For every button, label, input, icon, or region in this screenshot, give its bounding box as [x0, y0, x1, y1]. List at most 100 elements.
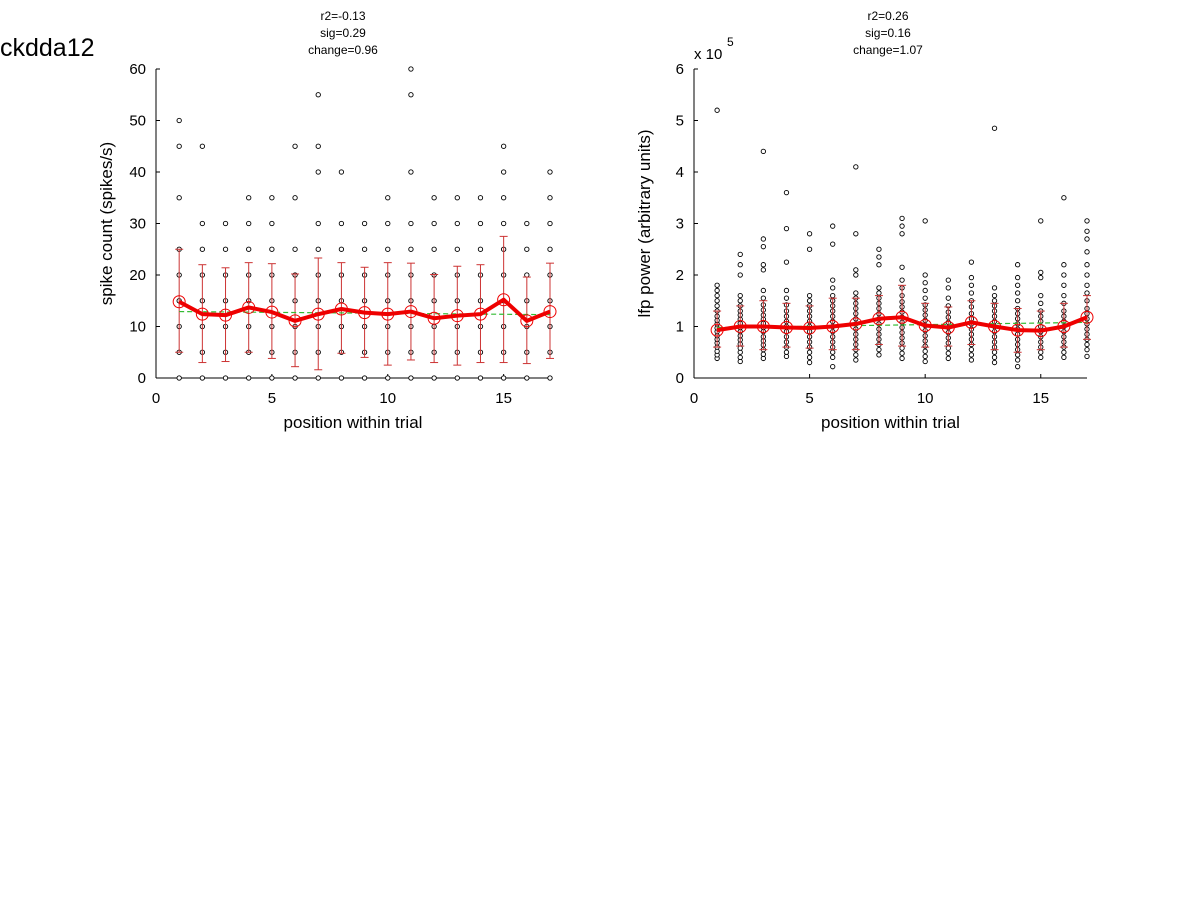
data-point — [431, 220, 437, 227]
data-point — [760, 148, 767, 155]
data-point — [830, 241, 836, 247]
mean-marker — [710, 323, 724, 337]
data-point — [922, 272, 928, 278]
mean-marker — [1011, 323, 1025, 337]
data-point — [760, 262, 767, 268]
data-point — [737, 272, 743, 278]
data-point — [222, 375, 229, 381]
data-point — [760, 244, 767, 250]
data-point — [315, 246, 321, 252]
mean-marker — [756, 320, 770, 333]
mean-marker — [404, 305, 418, 319]
data-point — [1084, 272, 1090, 278]
figure-title: ckdda12 — [0, 34, 95, 62]
data-point — [524, 246, 530, 252]
data-point — [899, 223, 905, 229]
data-point — [315, 143, 321, 149]
y-tick-label: 5 — [676, 113, 684, 130]
data-point — [246, 375, 252, 381]
data-point — [1084, 290, 1090, 296]
data-point — [477, 220, 484, 227]
data-point — [922, 295, 928, 301]
data-point — [1038, 269, 1044, 276]
mean-marker — [219, 308, 233, 322]
data-point — [714, 287, 720, 294]
data-point — [783, 225, 790, 232]
data-point — [524, 272, 530, 278]
data-point — [899, 264, 905, 270]
fit-line — [717, 321, 1088, 329]
data-point — [783, 259, 790, 265]
data-point — [338, 246, 345, 252]
data-point — [830, 277, 836, 283]
data-point — [991, 125, 998, 131]
data-point — [945, 285, 951, 291]
data-point — [431, 375, 437, 381]
data-point — [477, 246, 484, 252]
data-point — [876, 347, 882, 353]
data-point — [222, 246, 229, 252]
data-point — [500, 375, 507, 381]
data-point — [1061, 349, 1067, 355]
y-tick-label: 4 — [676, 164, 684, 181]
data-point — [269, 220, 275, 227]
mean-marker — [872, 312, 886, 326]
data-point — [408, 220, 414, 227]
x-axis-label: position within trial — [821, 413, 960, 432]
data-point — [547, 220, 553, 227]
stat-label-1: sig=0.29 — [320, 26, 366, 40]
data-point — [991, 285, 998, 291]
mean-marker — [195, 307, 209, 321]
data-point — [385, 220, 391, 227]
mean-marker — [733, 320, 747, 333]
data-point — [361, 375, 368, 381]
data-point — [899, 215, 905, 222]
y-exponent-power: 5 — [727, 35, 734, 49]
data-point — [830, 349, 836, 355]
data-point — [408, 246, 414, 252]
y-tick-label: 20 — [129, 267, 146, 284]
data-point — [338, 220, 345, 227]
data-point — [1014, 357, 1021, 363]
data-point — [292, 375, 298, 381]
data-point — [1038, 218, 1044, 224]
data-point — [922, 353, 928, 360]
mean-marker — [1034, 324, 1048, 338]
data-point — [783, 295, 790, 301]
data-point — [547, 246, 553, 252]
mean-marker — [941, 321, 955, 335]
data-point — [830, 292, 836, 299]
data-point — [1038, 349, 1044, 355]
x-axis-label: position within trial — [284, 413, 423, 432]
data-point — [853, 272, 859, 278]
data-point — [1038, 354, 1044, 361]
data-point — [968, 282, 975, 288]
data-point — [968, 347, 975, 353]
data-point — [806, 231, 813, 237]
mean-marker — [543, 305, 557, 319]
mean-marker — [895, 310, 909, 324]
data-point — [176, 117, 182, 124]
data-point — [760, 287, 767, 294]
data-point — [408, 169, 414, 175]
data-point — [176, 195, 182, 201]
data-point — [714, 107, 720, 113]
data-point — [246, 195, 252, 201]
data-point — [945, 295, 951, 301]
stat-label-0: r2=0.26 — [867, 9, 908, 23]
data-point — [737, 251, 743, 258]
data-point — [199, 246, 206, 252]
data-point — [408, 92, 414, 98]
data-point — [853, 352, 859, 358]
data-point — [830, 285, 836, 291]
data-point — [176, 375, 182, 381]
data-point — [1014, 298, 1021, 304]
data-point — [338, 169, 345, 175]
data-point — [1084, 282, 1090, 288]
data-point — [1084, 353, 1090, 360]
data-point — [806, 349, 813, 355]
data-point — [477, 375, 484, 381]
data-point — [500, 143, 507, 149]
